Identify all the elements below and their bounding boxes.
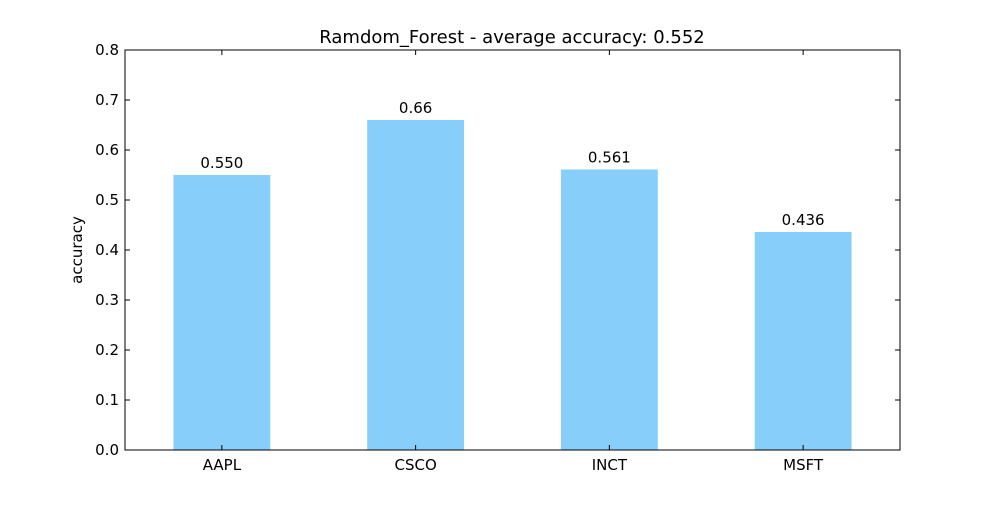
bar-inct	[560, 169, 658, 450]
y-tick-label: 0.2	[95, 341, 119, 359]
y-tick-label: 0.3	[95, 291, 119, 309]
plot-frame	[124, 49, 901, 451]
y-tick-label: 0.4	[95, 241, 119, 259]
y-tick-label: 0.5	[95, 191, 119, 209]
data-label: 0.436	[782, 211, 825, 229]
y-tick-label: 0.6	[95, 141, 119, 159]
x-tick-label: MSFT	[783, 456, 824, 474]
y-axis-label: accuracy	[68, 216, 86, 284]
x-ticks-group: AAPL CSCO INCT MSFT	[203, 50, 824, 474]
y-tick-label: 0.8	[95, 41, 119, 59]
data-label: 0.550	[200, 154, 243, 172]
chart-title: Ramdom_Forest - average accuracy: 0.552	[319, 27, 704, 48]
data-label: 0.561	[588, 149, 631, 167]
bars-group	[173, 120, 852, 450]
x-tick-label: INCT	[592, 456, 628, 474]
bar-csco	[367, 120, 465, 450]
x-tick-label: CSCO	[394, 456, 436, 474]
x-tick-label: AAPL	[203, 456, 242, 474]
bar-msft	[754, 232, 852, 450]
y-tick-label: 0.1	[95, 391, 119, 409]
data-labels-group: 0.550 0.66 0.561 0.436	[200, 99, 824, 229]
y-tick-label: 0.0	[95, 441, 119, 459]
data-label: 0.66	[399, 99, 432, 117]
y-tick-label: 0.7	[95, 91, 119, 109]
bar-aapl	[173, 175, 271, 450]
y-ticks-group: 0.0 0.1 0.2 0.3 0.4 0.5 0.6 0.7 0.8	[95, 41, 900, 459]
